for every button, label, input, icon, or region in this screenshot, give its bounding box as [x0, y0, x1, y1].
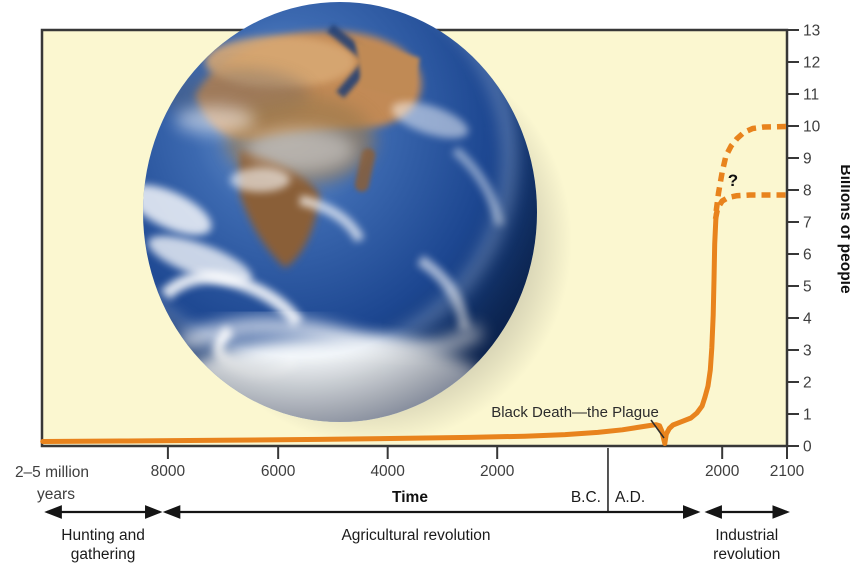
population-curves	[40, 123, 788, 446]
curve-population-historical	[40, 211, 719, 446]
y-tick-label: 3	[803, 343, 812, 360]
curve-projection-low	[712, 192, 787, 220]
y-tick-label: 8	[803, 183, 812, 200]
era-label-0: Hunting and	[61, 527, 145, 544]
y-tick-label: 5	[803, 279, 812, 296]
earth-image	[143, 2, 572, 445]
timeline-eras: Hunting and gathering Agricultural revolut…	[44, 505, 790, 563]
era-label-2: Industrial	[715, 527, 778, 544]
black-death-pointer-line	[650, 419, 665, 439]
era-label-0: gathering	[71, 546, 136, 563]
x-tick-label: 8000	[151, 463, 186, 480]
era-label-1: Agricultural revolution	[341, 527, 490, 544]
y-tick-label: 2	[803, 375, 812, 392]
y-axis-title: Billions of people	[837, 164, 850, 294]
x-origin-label-line1: 2–5 million	[15, 464, 89, 481]
x-tick-label: 2000	[480, 463, 515, 480]
y-tick-label: 7	[803, 215, 812, 232]
y-tick-label: 12	[803, 55, 820, 72]
y-tick-label: 6	[803, 247, 812, 264]
bc-label: B.C.	[571, 489, 601, 506]
earth-surface	[143, 2, 537, 422]
x-tick-label: 4000	[370, 463, 405, 480]
y-tick-label: 13	[803, 23, 820, 40]
y-tick-label: 4	[803, 311, 812, 328]
y-tick-label: 11	[803, 87, 819, 104]
era-label-2: revolution	[713, 546, 780, 563]
x-tick-label: 2000	[705, 463, 740, 480]
x-tick-label: 2100	[770, 463, 805, 480]
x-tick-label: 6000	[261, 463, 296, 480]
y-tick-label: 9	[803, 151, 812, 168]
x-origin-label-line2: years	[37, 486, 75, 503]
y-tick-label: 1	[803, 407, 812, 424]
black-death-annotation: Black Death—the Plague	[491, 404, 659, 421]
ad-label: A.D.	[615, 489, 645, 506]
x-axis-title: Time	[392, 489, 428, 506]
projection-question-mark: ?	[728, 171, 738, 190]
y-tick-label: 10	[803, 119, 821, 136]
y-tick-label: 0	[803, 439, 812, 456]
